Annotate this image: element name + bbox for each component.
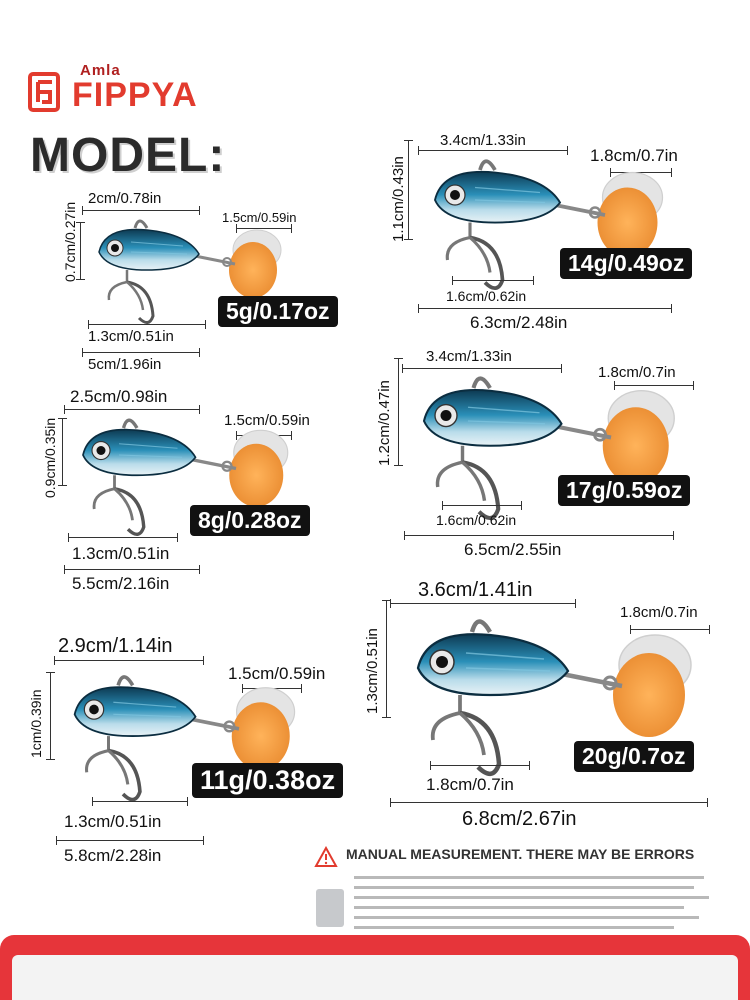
total-length-line <box>56 836 204 845</box>
height-label: 0.9cm/0.35in <box>42 417 58 498</box>
total-length-label: 6.8cm/2.67in <box>462 808 577 830</box>
blade-length-line <box>614 381 694 390</box>
top-length-label: 3.6cm/1.41in <box>418 579 533 601</box>
blade-length-label: 1.8cm/0.7in <box>598 364 676 381</box>
total-length-line <box>390 798 708 807</box>
hook-length-label: 1.3cm/0.51in <box>88 328 174 345</box>
fine-print-texture <box>354 876 709 929</box>
weight-badge-5g: 5g/0.17oz <box>218 296 338 327</box>
gray-swatch <box>316 889 344 927</box>
weight-badge-14g: 14g/0.49oz <box>560 248 693 279</box>
hook-length-line <box>430 761 530 770</box>
top-length-label: 2.5cm/0.98in <box>70 387 168 406</box>
hook-length-label: 1.3cm/0.51in <box>64 812 162 831</box>
total-length-label: 6.5cm/2.55in <box>464 540 562 559</box>
weight-badge-8g: 8g/0.28oz <box>190 505 310 536</box>
total-length-label: 6.3cm/2.48in <box>470 313 568 332</box>
weight-badge-17g: 17g/0.59oz <box>558 475 691 506</box>
blade-length-label: 1.5cm/0.59in <box>222 210 297 225</box>
measurement-notice: MANUAL MEASUREMENT. THERE MAY BE ERRORS <box>346 846 695 862</box>
total-length-line <box>82 348 200 357</box>
top-length-line <box>402 364 562 373</box>
height-label: 1.1cm/0.43in <box>390 156 407 242</box>
blade-length-label: 1.5cm/0.59in <box>224 412 310 429</box>
brand-subtitle: Amla <box>80 62 121 79</box>
hook-length-label: 1.3cm/0.51in <box>72 544 170 563</box>
height-label: 1.2cm/0.47in <box>376 380 393 466</box>
top-length-line <box>54 656 204 665</box>
hook-length-line <box>452 276 534 285</box>
top-length-label: 3.4cm/1.33in <box>440 132 526 149</box>
blade-length-line <box>630 625 710 634</box>
hook-length-label: 1.6cm/0.62in <box>446 288 527 304</box>
total-length-label: 5.8cm/2.28in <box>64 846 162 865</box>
height-line <box>394 358 403 466</box>
top-length-label: 2.9cm/1.14in <box>58 635 173 657</box>
blade-length-line <box>236 224 292 233</box>
top-length-line <box>82 206 200 215</box>
page-title: MODEL: <box>30 129 226 182</box>
brand-logo-icon <box>28 72 60 112</box>
height-label: 1cm/0.39in <box>28 689 44 758</box>
height-line <box>46 672 55 760</box>
total-length-label: 5cm/1.96in <box>88 356 162 373</box>
brand-name: FIPPYA <box>72 76 198 114</box>
total-length-label: 5.5cm/2.16in <box>72 574 170 593</box>
total-length-line <box>64 565 200 574</box>
hook-length-label: 1.8cm/0.7in <box>426 775 514 794</box>
top-length-label: 2cm/0.78in <box>88 190 162 207</box>
blade-length-label: 1.8cm/0.7in <box>620 604 698 621</box>
hook-length-label: 1.6cm/0.62in <box>436 512 517 528</box>
top-length-label: 3.4cm/1.33in <box>426 348 512 365</box>
blade-length-line <box>610 168 672 177</box>
blade-length-label: 1.5cm/0.59in <box>228 664 326 683</box>
hook-length-line <box>88 320 206 329</box>
top-length-line <box>390 599 576 608</box>
top-length-line <box>64 405 200 414</box>
bottom-inner-panel <box>12 955 738 1000</box>
total-length-line <box>418 304 672 313</box>
hook-length-line <box>68 533 178 542</box>
weight-badge-11g: 11g/0.38oz <box>192 763 344 798</box>
blade-length-label: 1.8cm/0.7in <box>590 146 678 165</box>
top-length-line <box>418 146 568 155</box>
height-line <box>58 418 67 486</box>
weight-badge-20g: 20g/0.7oz <box>574 741 694 772</box>
height-line <box>382 600 391 718</box>
lure-17g-image <box>400 366 690 531</box>
height-label: 0.7cm/0.27in <box>62 201 78 282</box>
height-label: 1.3cm/0.51in <box>364 628 381 714</box>
total-length-line <box>404 531 674 540</box>
height-line <box>404 140 413 240</box>
hook-length-line <box>92 797 188 806</box>
hook-length-line <box>442 501 522 510</box>
height-line <box>76 222 85 280</box>
warning-icon <box>314 846 338 867</box>
